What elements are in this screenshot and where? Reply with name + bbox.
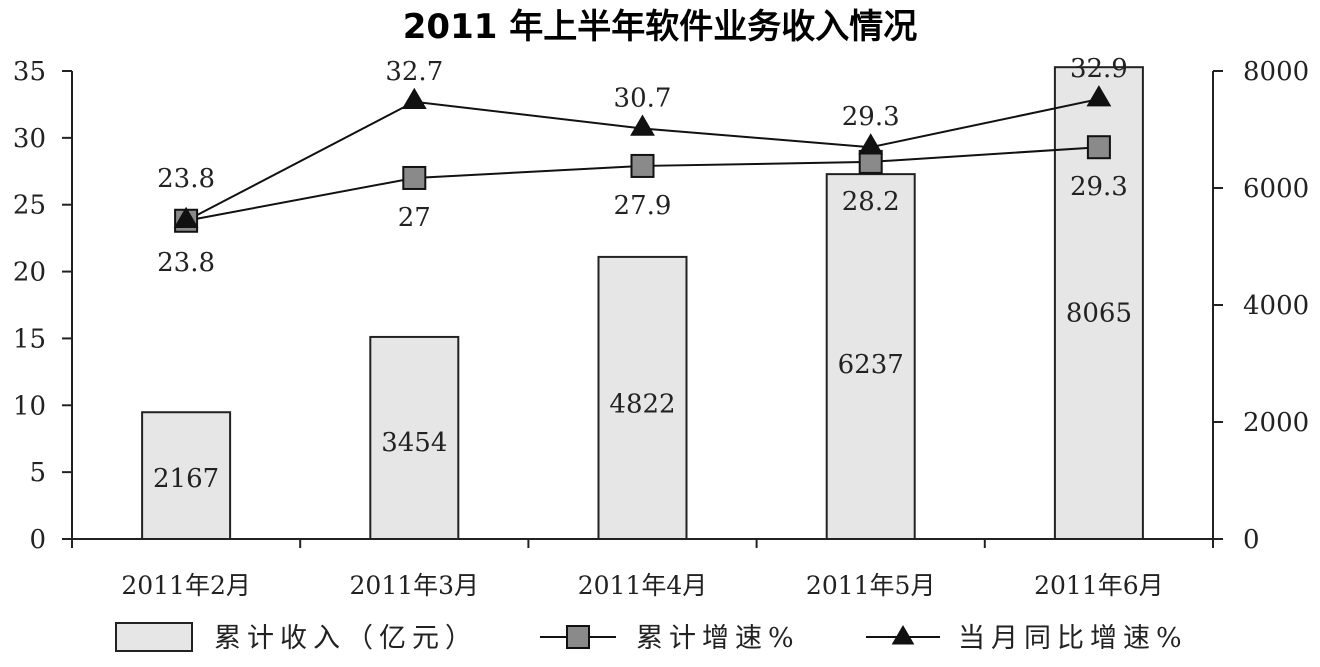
monthly-yoy-growth-point (858, 133, 884, 155)
bar (141, 411, 232, 540)
bars-layer (141, 66, 1144, 541)
left-axis-tick-label: 15 (13, 324, 46, 354)
left-axis-tick-label: 35 (13, 57, 46, 87)
left-axis-tick-label: 30 (13, 124, 46, 154)
bar (369, 335, 460, 541)
left-axis-tick-label: 20 (13, 258, 46, 288)
monthly-yoy-growth-label: 32.7 (385, 57, 443, 87)
bar-value-label: 6237 (838, 350, 904, 380)
lines-layer (173, 85, 1112, 233)
cumulative-growth-point (402, 165, 427, 190)
bar-value-label: 2167 (153, 464, 219, 494)
legend-label-cumulative-growth: 累计增速% (636, 623, 800, 654)
cumulative-growth-label: 29.3 (1070, 172, 1128, 202)
x-axis-category-label: 2011年2月 (121, 571, 251, 600)
monthly-yoy-growth-label: 32.9 (1070, 54, 1128, 84)
legend: 累计收入（亿元） 累计增速% 当月同比增速% (115, 622, 1188, 654)
labels-layer: 2167 3454 4822 6237 8065 23.8 27 27.9 28.2 29.3 23… (153, 54, 1132, 494)
monthly-yoy-growth-point (630, 114, 655, 136)
legend-swatch-cumulative-revenue (115, 622, 193, 652)
x-axis-category-label: 2011年5月 (806, 571, 936, 600)
x-axis-category-label: 2011年3月 (350, 571, 480, 600)
monthly-yoy-growth-label: 30.7 (614, 83, 672, 113)
left-axis-tick-label: 5 (29, 458, 46, 488)
bar-value-label: 4822 (609, 390, 675, 420)
legend-label-monthly-yoy-growth: 当月同比增速% (958, 623, 1188, 654)
right-axis-tick-label: 8000 (1243, 57, 1309, 87)
axes-layer: 0 5 10 15 20 25 30 35 0 2000 4000 6000 8000 2011年2月 20… (13, 57, 1309, 600)
cumulative-growth-point (1086, 135, 1111, 160)
right-axis-tick-label: 4000 (1243, 291, 1309, 321)
cumulative-growth-point (630, 153, 655, 178)
monthly-yoy-growth-point (1086, 85, 1112, 107)
legend-marker-cumulative-growth (566, 625, 590, 649)
cumulative-growth-label: 28.2 (842, 187, 900, 217)
x-axis-category-label: 2011年4月 (578, 571, 708, 600)
bar-value-label: 8065 (1066, 299, 1132, 329)
right-axis-tick-label: 2000 (1243, 408, 1309, 438)
cumulative-growth-label: 27.9 (614, 191, 672, 221)
monthly-yoy-growth-point (401, 87, 427, 110)
left-axis-tick-label: 25 (13, 191, 46, 221)
chart-title: 2011 年上半年软件业务收入情况 (403, 7, 917, 47)
left-axis-tick-label: 10 (13, 391, 46, 421)
right-axis-tick-label: 6000 (1243, 174, 1309, 204)
bar (597, 255, 688, 540)
right-axis-tick-label: 0 (1243, 525, 1260, 555)
monthly-yoy-growth-label: 23.8 (157, 164, 215, 194)
legend-marker-monthly-yoy-growth (891, 625, 915, 645)
bar-value-label: 3454 (381, 428, 447, 458)
cumulative-growth-label: 27 (398, 203, 431, 233)
legend-label-cumulative-revenue: 累计收入（亿元） (214, 623, 478, 654)
cumulative-growth-label: 23.8 (157, 248, 215, 278)
left-axis-tick-label: 0 (29, 525, 46, 555)
x-axis-category-label: 2011年6月 (1034, 571, 1164, 600)
bar (825, 173, 916, 540)
monthly-yoy-growth-label: 29.3 (842, 102, 900, 132)
monthly-yoy-growth-point (173, 206, 199, 229)
